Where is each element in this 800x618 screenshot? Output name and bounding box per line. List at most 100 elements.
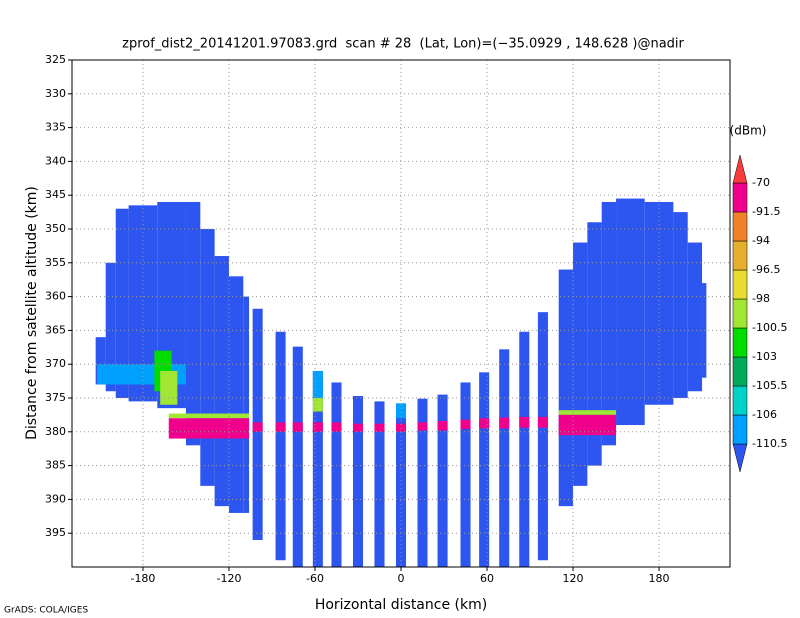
y-tick-label: 380	[45, 425, 66, 438]
y-tick-label: 375	[45, 391, 66, 404]
field-cell	[437, 394, 448, 567]
field-cell	[292, 422, 303, 432]
colorbar-segment	[732, 154, 748, 184]
chart-title: zprof_dist2_20141201.97083.grd scan # 28…	[122, 37, 684, 52]
colorbar-segment	[732, 327, 748, 358]
colorbar-label: -110.5	[752, 437, 787, 450]
x-tick-label: 180	[649, 572, 670, 585]
colorbar-segment	[732, 356, 748, 387]
field-cell	[537, 416, 548, 428]
field-cell	[479, 418, 490, 429]
field-cell	[687, 242, 703, 392]
field-cell	[185, 201, 201, 446]
colorbar-segment	[732, 298, 748, 329]
field-cell	[200, 229, 215, 486]
x-tick-label: -60	[306, 572, 324, 585]
field-cell	[460, 419, 471, 430]
field-cell	[479, 372, 490, 567]
field-cell	[105, 262, 116, 392]
y-tick-label: 350	[45, 222, 66, 235]
colorbar-segment	[732, 443, 748, 473]
field-cell	[644, 201, 674, 405]
x-axis-label: Horizontal distance (km)	[315, 597, 487, 613]
field-cell	[374, 401, 385, 567]
plot-frame	[71, 59, 731, 568]
field-cell	[312, 370, 323, 567]
field-cell	[587, 222, 602, 466]
y-tick-label: 325	[45, 53, 66, 66]
field-cell	[499, 417, 510, 429]
y-tick-label: 345	[45, 188, 66, 201]
field-cell	[312, 398, 323, 412]
y-tick-label: 355	[45, 256, 66, 269]
field-cell	[331, 422, 342, 432]
field-cell	[558, 410, 617, 415]
y-tick-label: 390	[45, 492, 66, 505]
field-cell	[395, 423, 407, 432]
field-cell	[252, 422, 263, 432]
field-cell	[558, 269, 574, 507]
field-cell	[292, 346, 303, 567]
field-cell	[312, 370, 323, 398]
field-cell	[168, 413, 250, 419]
field-cell	[673, 212, 688, 398]
x-tick-label: -120	[216, 572, 241, 585]
colorbar-label: -106	[752, 408, 777, 421]
x-tick-label: -180	[130, 572, 155, 585]
colorbar-segment	[732, 414, 748, 445]
x-tick-label: 0	[398, 572, 405, 585]
field-cell	[214, 256, 229, 507]
field-cell	[352, 395, 364, 567]
colorbar-segment	[732, 240, 748, 271]
field-cell	[601, 201, 617, 446]
y-tick-label: 340	[45, 154, 66, 167]
field-cell	[374, 423, 385, 432]
field-cell	[168, 418, 250, 439]
x-tick-label: 120	[563, 572, 584, 585]
field-cell	[243, 296, 250, 513]
field-cell	[519, 416, 530, 428]
colorbar-label: -96.5	[752, 263, 780, 276]
colorbar-label: -100.5	[752, 321, 787, 334]
credit: GrADS: COLA/IGES	[4, 606, 88, 616]
colorbar-label: -94	[752, 234, 770, 247]
field-cell	[519, 331, 530, 567]
field-cell	[95, 337, 106, 385]
field-cell	[558, 414, 617, 436]
field-cell	[395, 403, 407, 567]
field-cell	[616, 198, 645, 426]
field-cell	[460, 382, 471, 567]
field-cell	[331, 382, 342, 567]
colorbar-segment	[732, 269, 748, 300]
field-cell	[417, 398, 428, 567]
colorbar-label: -91.5	[752, 205, 780, 218]
y-tick-label: 385	[45, 459, 66, 472]
colorbar-unit: (dBm)	[730, 124, 767, 138]
field-cell	[417, 422, 428, 431]
field	[95, 198, 707, 567]
field-cell	[275, 331, 286, 561]
field-cell	[228, 276, 244, 513]
field-cell	[537, 312, 548, 561]
field-cell	[312, 422, 323, 432]
y-tick-label: 365	[45, 323, 66, 336]
field-cell	[275, 422, 286, 432]
y-axis-label: Distance from satellite altitude (km)	[24, 186, 40, 440]
y-tick-label: 330	[45, 87, 66, 100]
colorbar-label: -70	[752, 176, 770, 189]
colorbar-label: -105.5	[752, 379, 787, 392]
field-cell	[352, 423, 364, 432]
x-tick-label: 60	[480, 572, 494, 585]
y-tick-label: 335	[45, 121, 66, 134]
y-tick-label: 360	[45, 290, 66, 303]
colorbar-segment	[732, 211, 748, 242]
field-cell	[437, 420, 448, 431]
field-cell	[160, 370, 178, 405]
field-cell	[499, 349, 510, 567]
y-tick-label: 370	[45, 357, 66, 370]
y-tick-label: 395	[45, 526, 66, 539]
field-cell	[395, 403, 407, 419]
colorbar-segment	[732, 385, 748, 416]
colorbar-label: -103	[752, 350, 777, 363]
